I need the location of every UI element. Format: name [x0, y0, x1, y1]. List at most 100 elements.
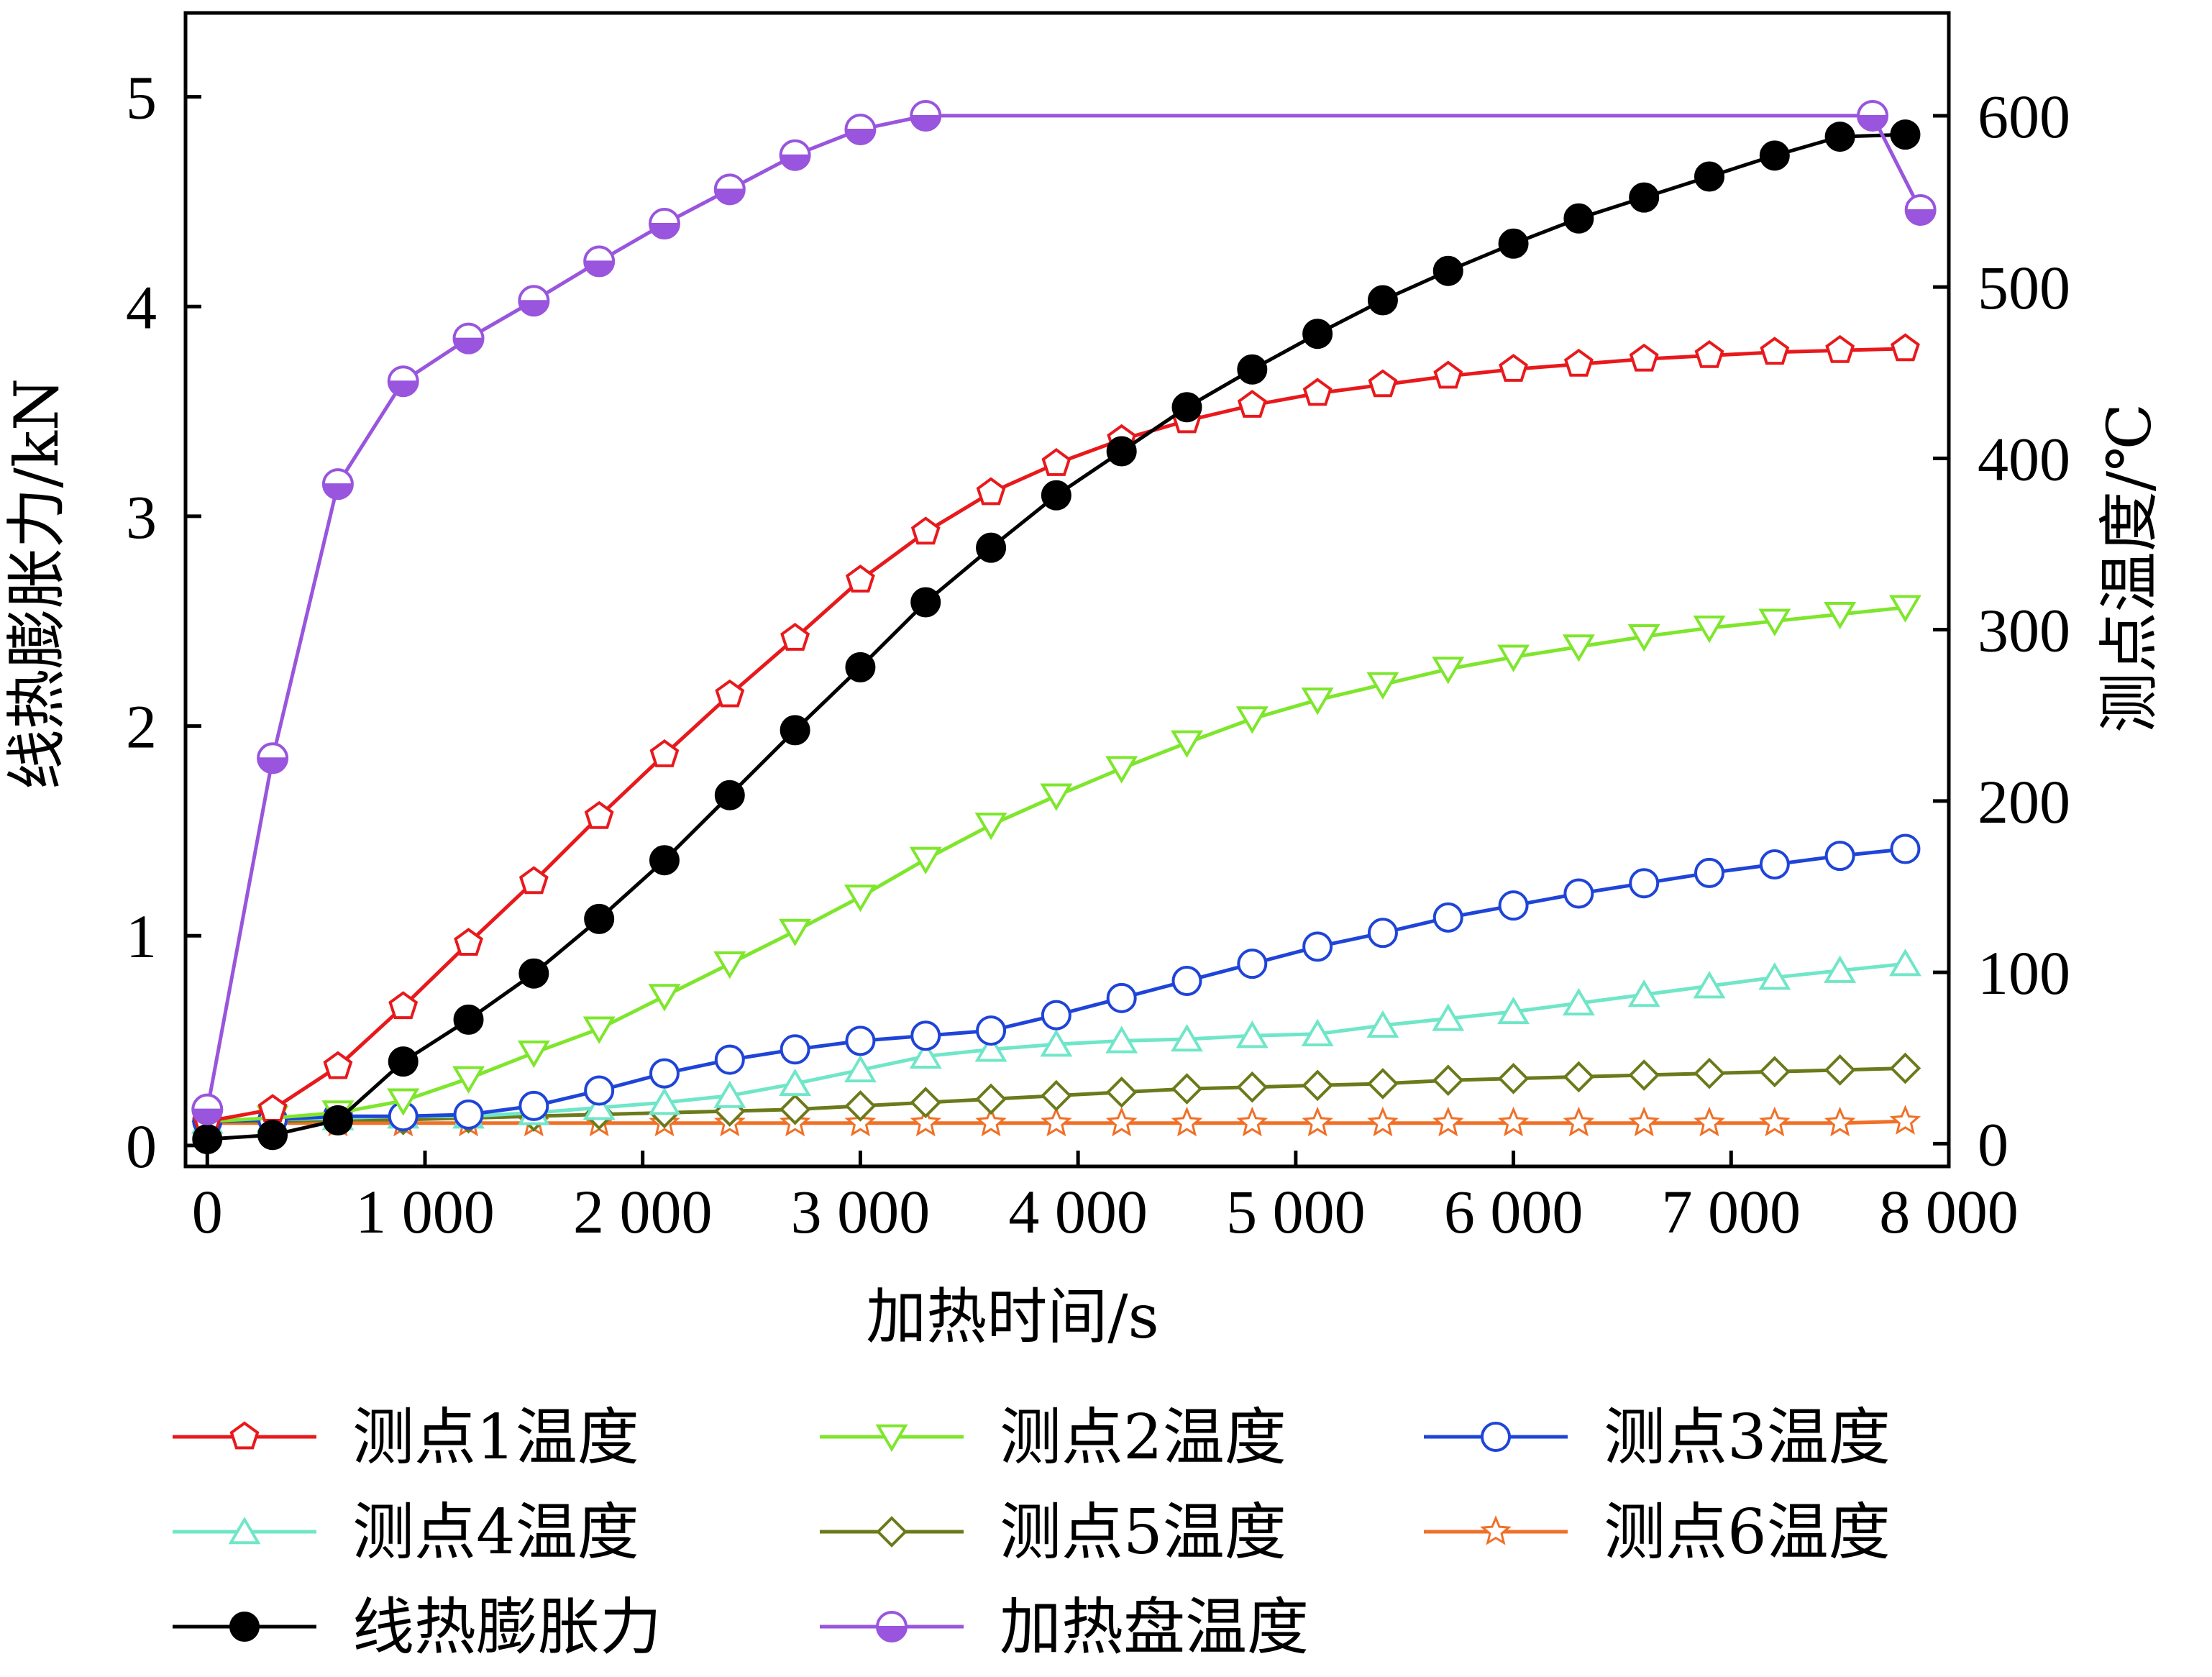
data-point — [388, 1046, 419, 1077]
series-6 — [191, 1105, 1921, 1137]
data-point — [1629, 868, 1660, 899]
legend-marker — [229, 1612, 260, 1642]
data-point — [1628, 1059, 1660, 1091]
data-point — [779, 139, 811, 171]
data-point — [1694, 1057, 1725, 1089]
data-point — [1694, 340, 1724, 368]
legend-label: 线热膨胀力 — [352, 1591, 662, 1663]
data-point — [1497, 996, 1530, 1025]
data-point — [1824, 1106, 1856, 1137]
legend-label: 加热盘温度 — [1000, 1591, 1309, 1663]
legend-label: 测点1温度 — [352, 1402, 639, 1473]
data-point — [518, 958, 549, 989]
y-right-tick-label: 500 — [1978, 253, 2070, 322]
data-point — [1563, 1061, 1595, 1093]
data-point — [910, 516, 941, 545]
data-point — [583, 245, 616, 278]
data-point — [1499, 354, 1528, 382]
series-7 — [192, 119, 1921, 1155]
marker-fill — [192, 1108, 223, 1125]
data-point — [584, 1075, 615, 1106]
data-point — [1041, 448, 1071, 476]
y-left-axis-title: 线热膨胀力/kN — [1, 378, 72, 790]
data-point — [1105, 1077, 1138, 1108]
data-point — [976, 532, 1007, 563]
data-point — [1432, 1064, 1464, 1096]
data-point — [845, 652, 876, 682]
marker-fill — [518, 300, 549, 316]
data-point — [582, 1092, 616, 1120]
data-point — [1237, 390, 1267, 418]
x-tick-label: 1 000 — [355, 1177, 495, 1246]
data-point — [452, 322, 485, 355]
data-point — [910, 1087, 942, 1118]
data-point — [1562, 634, 1595, 662]
data-point — [1693, 971, 1726, 999]
data-point — [1627, 979, 1660, 1007]
data-point — [1302, 1106, 1333, 1137]
data-point — [257, 742, 289, 774]
data-point — [910, 1106, 941, 1137]
data-point — [909, 1041, 942, 1069]
y-left-tick-label: 0 — [126, 1112, 157, 1181]
series-8 — [191, 99, 1937, 1125]
data-point — [1497, 1062, 1530, 1095]
data-point — [1170, 1023, 1203, 1052]
data-point — [1890, 119, 1921, 150]
data-point — [1235, 1020, 1269, 1048]
data-point — [1368, 369, 1398, 398]
data-point — [1302, 931, 1333, 962]
data-point — [1366, 672, 1399, 700]
data-point — [1759, 140, 1790, 171]
data-point — [1105, 1106, 1138, 1137]
data-point — [648, 984, 681, 1012]
data-point — [1237, 354, 1268, 385]
legend-marker — [1480, 1515, 1512, 1545]
data-point — [1367, 1068, 1399, 1100]
data-point — [1171, 965, 1202, 996]
data-point — [975, 1106, 1007, 1137]
marker-fill — [322, 483, 353, 500]
data-point — [1629, 182, 1660, 213]
data-point — [1888, 949, 1921, 977]
legend-label: 测点3温度 — [1604, 1402, 1891, 1473]
data-point — [192, 1124, 223, 1155]
marker-fill — [714, 188, 745, 205]
y-left-tick-label: 4 — [126, 273, 157, 342]
data-point — [257, 1094, 288, 1122]
data-point — [1302, 1069, 1333, 1102]
data-point — [713, 951, 746, 979]
marker-fill — [876, 1626, 908, 1642]
marker-fill — [1905, 209, 1936, 225]
data-point — [1890, 833, 1921, 864]
data-point — [1563, 203, 1594, 234]
data-point — [1563, 878, 1594, 909]
data-point — [779, 1093, 811, 1125]
data-point — [779, 918, 812, 946]
x-tick-label: 4 000 — [1008, 1177, 1148, 1246]
data-point — [452, 1066, 485, 1094]
marker-fill — [1857, 114, 1888, 131]
data-point — [974, 813, 1007, 841]
y-right-tick-label: 200 — [1978, 767, 2070, 836]
data-point — [845, 1025, 876, 1056]
data-point — [1041, 1000, 1071, 1031]
data-point — [1040, 1029, 1073, 1057]
legend-label: 测点6温度 — [1604, 1496, 1891, 1568]
x-axis-title: 加热时间/s — [866, 1281, 1158, 1352]
data-point — [1432, 1106, 1464, 1137]
data-point — [1105, 756, 1138, 784]
data-point — [1432, 902, 1463, 933]
data-point — [910, 99, 942, 132]
data-point — [779, 1068, 812, 1097]
data-point — [1041, 1106, 1072, 1137]
data-point — [1105, 1025, 1138, 1054]
data-point — [714, 780, 745, 810]
legend-item-2: 测点2温度 — [820, 1402, 1286, 1473]
data-point — [1891, 333, 1920, 362]
legend-item-4: 测点4温度 — [173, 1496, 639, 1568]
data-point — [649, 845, 680, 876]
data-point — [1040, 783, 1073, 811]
data-point — [387, 1088, 420, 1116]
data-point — [1497, 1106, 1530, 1137]
